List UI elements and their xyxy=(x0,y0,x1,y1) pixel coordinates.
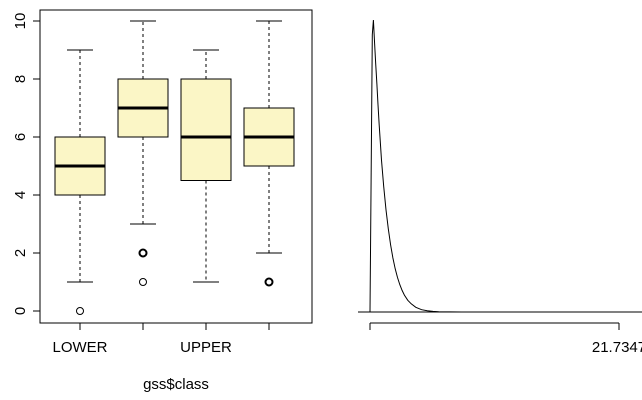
y-tick-label: 2 xyxy=(12,249,29,257)
outlier-point xyxy=(138,248,148,258)
box-4 xyxy=(243,20,295,287)
boxplot-panel: 0 2 4 6 8 10 LOWER UPPER gss$class xyxy=(12,9,313,393)
outlier-point xyxy=(76,307,84,315)
y-tick-label: 8 xyxy=(12,75,29,83)
boxplot-x-axis: LOWER UPPER xyxy=(52,322,270,356)
y-tick-label: 0 xyxy=(12,307,29,315)
boxplot-y-axis: 0 2 4 6 8 10 xyxy=(12,13,41,315)
y-tick-label: 6 xyxy=(12,133,29,141)
density-curve xyxy=(369,19,619,313)
x-tick-label: UPPER xyxy=(180,339,232,356)
y-tick-label: 4 xyxy=(12,191,29,199)
outlier-point xyxy=(264,277,274,287)
x-tick-label: LOWER xyxy=(52,339,107,356)
density-panel: 21.7347 xyxy=(358,19,642,356)
density-x-tick-label: 21.7347 xyxy=(592,339,642,356)
box-3 xyxy=(180,49,232,283)
y-tick-label: 10 xyxy=(12,13,29,30)
boxplot-x-axis-title: gss$class xyxy=(143,376,209,393)
box-1 xyxy=(54,49,106,315)
density-x-axis: 21.7347 xyxy=(369,322,642,356)
outlier-point xyxy=(139,278,147,286)
boxplot-boxes xyxy=(54,20,295,315)
box-iqr xyxy=(180,78,232,181)
box-2 xyxy=(117,20,169,286)
